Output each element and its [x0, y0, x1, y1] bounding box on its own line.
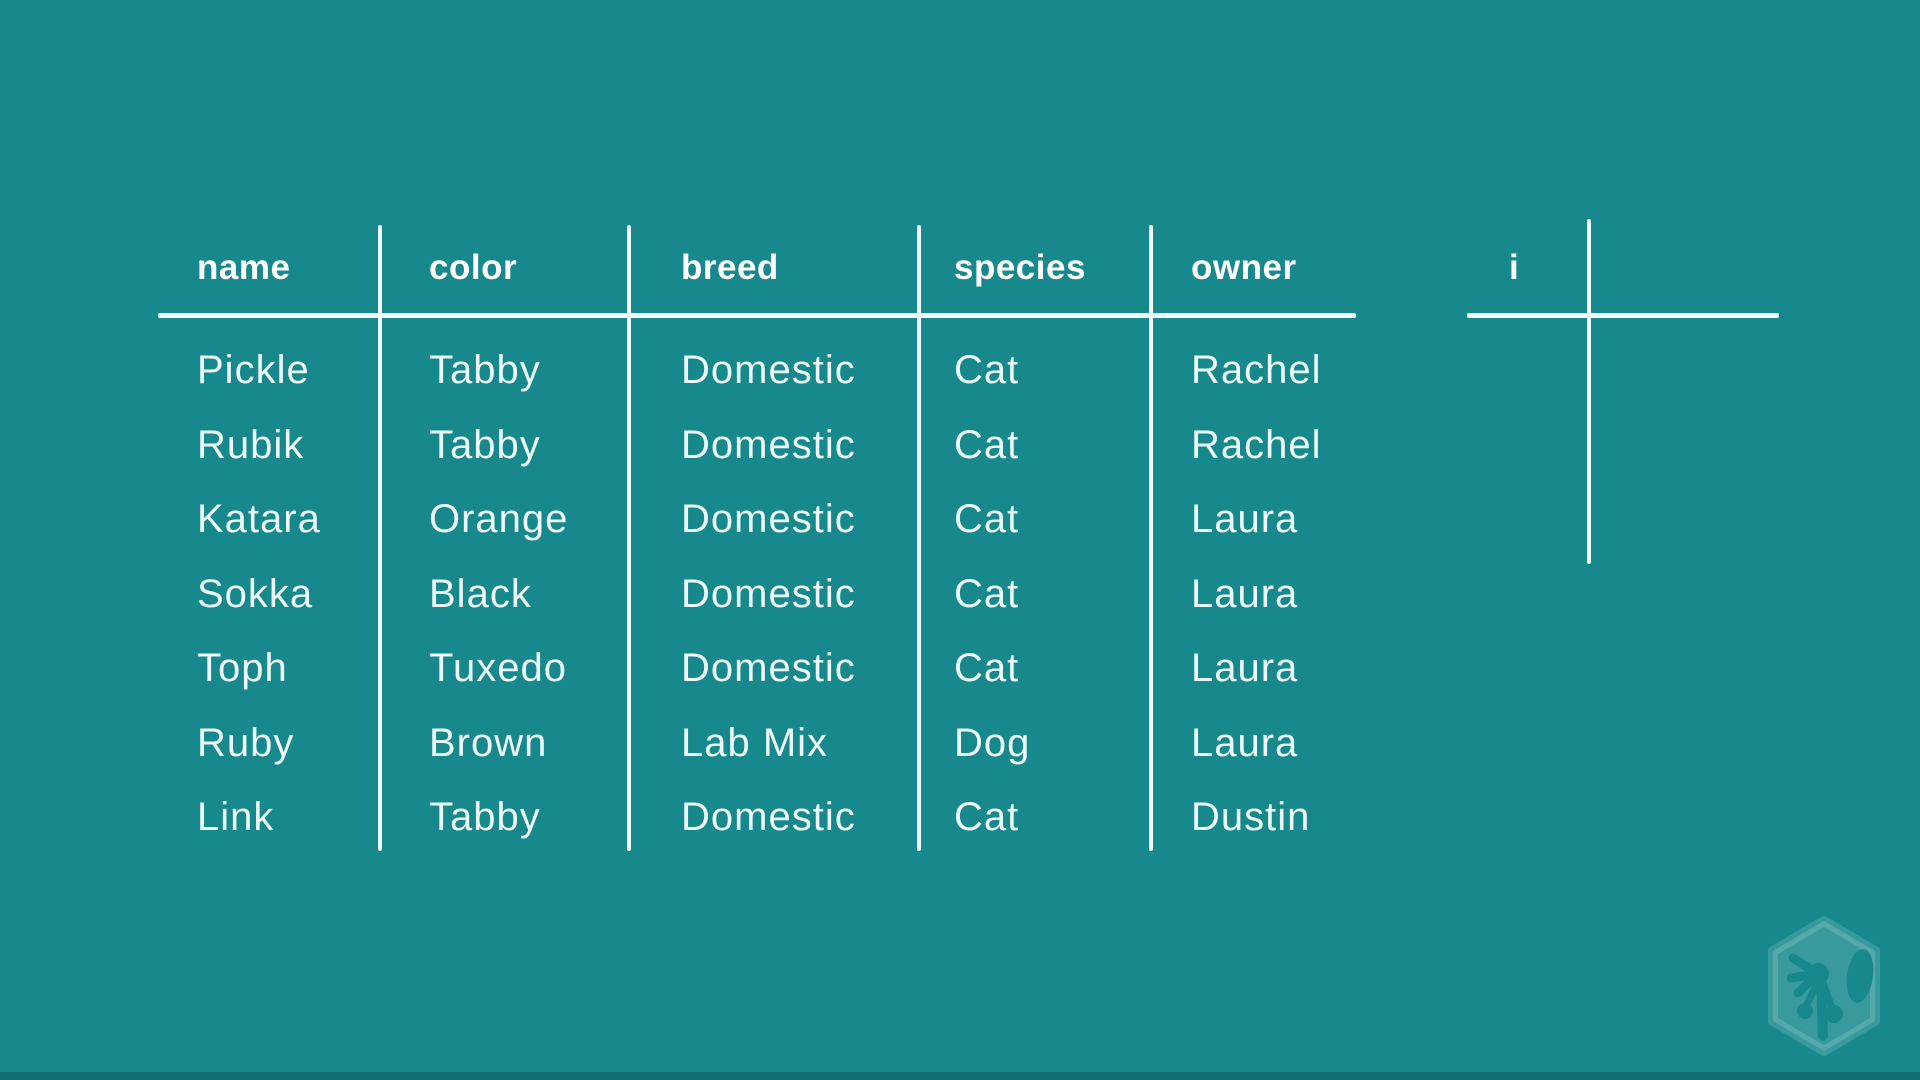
column-header-breed: breed: [681, 248, 779, 287]
column-species-cells: Cat Cat Cat Cat Cat Dog Cat: [954, 333, 1086, 855]
second-table-header-underline: [1467, 313, 1779, 318]
cell-species-6: Cat: [954, 795, 1020, 839]
column-name-cells: Pickle Rubik Katara Sokka Toph Ruby Link: [197, 333, 321, 855]
column-owner-cells: Rachel Rachel Laura Laura Laura Laura Du…: [1191, 333, 1322, 855]
cell-breed-3: Domestic: [681, 571, 856, 616]
treehouse-logo: [1768, 916, 1880, 1056]
cell-color-5: Brown: [429, 720, 548, 765]
cell-owner-0: Rachel: [1191, 348, 1322, 392]
second-table-column-divider: [1587, 219, 1591, 564]
column-breed: breed Domestic Domestic Domestic Domesti…: [681, 231, 856, 855]
cell-breed-4: Domestic: [681, 646, 856, 690]
column-owner: owner Rachel Rachel Laura Laura Laura La…: [1191, 231, 1322, 855]
cell-breed-2: Domestic: [681, 497, 856, 541]
column-species: species Cat Cat Cat Cat Cat Dog Cat: [954, 231, 1086, 855]
logo-tree-cutout: [1786, 949, 1874, 1041]
cell-name-1: Rubik: [197, 422, 305, 467]
cell-owner-3: Laura: [1191, 571, 1299, 616]
cell-name-2: Katara: [197, 497, 321, 541]
cell-owner-1: Rachel: [1191, 422, 1322, 467]
cell-name-6: Link: [197, 795, 275, 839]
header-underline: [158, 313, 1356, 318]
cell-owner-5: Laura: [1191, 720, 1299, 765]
column-divider-4: [1149, 225, 1153, 851]
column-color-cells: Tabby Tabby Orange Black Tuxedo Brown Ta…: [429, 333, 568, 855]
column-divider-1: [378, 225, 382, 851]
cell-breed-1: Domestic: [681, 422, 856, 467]
column-divider-3: [917, 225, 921, 851]
cell-color-4: Tuxedo: [429, 646, 567, 690]
cell-breed-6: Domestic: [681, 795, 856, 839]
column-color: color Tabby Tabby Orange Black Tuxedo Br…: [429, 231, 568, 855]
cell-name-4: Toph: [197, 646, 288, 690]
column-header-name: name: [197, 248, 291, 287]
second-table-header: i: [1509, 248, 1520, 287]
cell-species-5: Dog: [954, 720, 1031, 765]
cell-name-5: Ruby: [197, 720, 295, 765]
cell-species-4: Cat: [954, 646, 1020, 690]
column-divider-2: [627, 225, 631, 851]
cell-color-2: Orange: [429, 497, 569, 541]
cell-color-1: Tabby: [429, 422, 541, 467]
cell-color-0: Tabby: [429, 348, 541, 392]
cell-breed-0: Domestic: [681, 348, 856, 392]
cell-species-3: Cat: [954, 571, 1020, 616]
cell-name-0: Pickle: [197, 348, 310, 392]
cell-owner-6: Dustin: [1191, 795, 1311, 839]
cell-owner-4: Laura: [1191, 646, 1299, 690]
column-breed-cells: Domestic Domestic Domestic Domestic Dome…: [681, 333, 856, 855]
cell-name-3: Sokka: [197, 571, 314, 616]
cell-color-3: Black: [429, 571, 532, 616]
column-header-species: species: [954, 248, 1086, 287]
column-header-color: color: [429, 248, 518, 287]
cell-owner-2: Laura: [1191, 497, 1299, 541]
second-table: i: [1509, 231, 1519, 305]
cell-species-0: Cat: [954, 348, 1020, 392]
column-name: name Pickle Rubik Katara Sokka Toph Ruby…: [197, 231, 321, 855]
cell-breed-5: Lab Mix: [681, 720, 829, 765]
column-header-owner: owner: [1191, 248, 1297, 287]
cell-species-2: Cat: [954, 497, 1020, 541]
cell-color-6: Tabby: [429, 795, 541, 839]
cell-species-1: Cat: [954, 422, 1020, 467]
bottom-edge-bar: [0, 1072, 1920, 1080]
